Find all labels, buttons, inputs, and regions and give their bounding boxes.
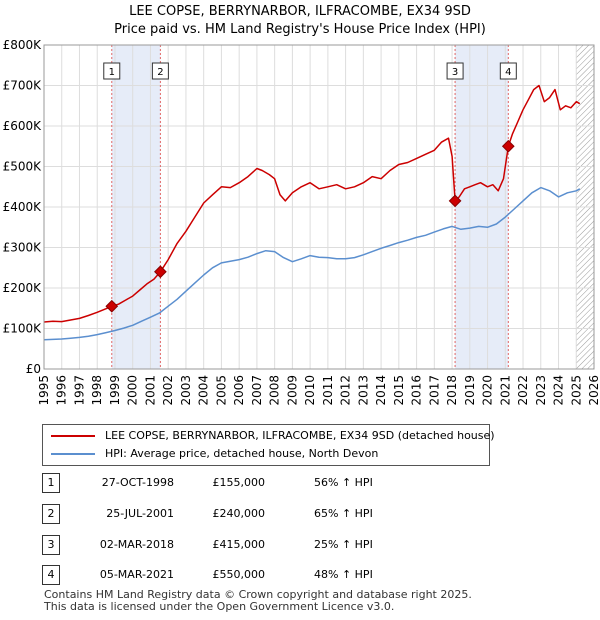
x-tick-label: 2007	[250, 375, 264, 406]
sale-number-box	[446, 62, 464, 80]
transaction-price: £415,000	[212, 538, 266, 551]
transaction-price: £550,000	[212, 568, 266, 581]
sale-point	[105, 299, 119, 313]
x-tick-label: 1997	[72, 375, 86, 406]
sale-point	[154, 265, 167, 279]
x-tick-label: 1998	[90, 375, 104, 406]
series-line-hpi	[43, 186, 581, 341]
transaction-row: 1 27-OCT-1998 £155,000 56% ↑ HPI	[42, 473, 562, 493]
x-tick-label: 2006	[232, 375, 246, 406]
x-tick-label: 2024	[552, 375, 566, 406]
transaction-badge: 4	[42, 565, 60, 585]
attribution-line2: This data is licensed under the Open Gov…	[44, 600, 395, 613]
x-tick-label: 2008	[268, 375, 282, 406]
y-tick-label: £100K	[3, 322, 43, 336]
series-line-property	[43, 84, 581, 323]
x-tick-label: 2020	[481, 375, 495, 406]
x-tick-label: 2018	[445, 375, 459, 406]
y-tick-label: £700K	[3, 79, 43, 93]
sale-number-label: 1	[109, 67, 115, 78]
x-tick-label: 1996	[55, 375, 69, 406]
legend-label-hpi: HPI: Average price, detached house, Nort…	[105, 447, 379, 460]
transaction-hpi: 65% ↑ HPI	[314, 507, 373, 520]
sale-number-box	[103, 62, 121, 80]
plot-border	[43, 44, 595, 370]
attribution: Contains HM Land Registry data © Crown c…	[44, 589, 472, 613]
transaction-hpi: 25% ↑ HPI	[314, 538, 373, 551]
x-tick-label: 2010	[303, 375, 317, 406]
chart-title-line2: Price paid vs. HM Land Registry's House …	[114, 22, 486, 37]
x-tick-label: 1999	[108, 375, 122, 406]
transaction-badge: 2	[42, 504, 60, 524]
x-tick-label: 2004	[197, 375, 211, 406]
x-tick-label: 2012	[339, 375, 353, 406]
x-tick-label: 2023	[534, 375, 548, 406]
y-tick-label: £500K	[3, 160, 43, 174]
x-tick-label: 2003	[179, 375, 193, 406]
transaction-hpi: 56% ↑ HPI	[314, 476, 373, 489]
chart-legend: LEE COPSE, BERRYNARBOR, ILFRACOMBE, EX34…	[42, 424, 495, 466]
x-tick-label: 2001	[143, 375, 157, 406]
y-tick-label: £400K	[3, 200, 43, 214]
transaction-price: £240,000	[212, 507, 266, 520]
transaction-row: 3 02-MAR-2018 £415,000 25% ↑ HPI	[42, 535, 562, 555]
y-tick-label: £200K	[3, 281, 43, 295]
sale-number-box	[499, 62, 517, 80]
transaction-price: £155,000	[212, 476, 266, 489]
price-chart: £0 £100K £200K £300K £400K £500K £600K £700K £80…	[3, 38, 600, 406]
x-tick-label: 2002	[161, 375, 175, 406]
sale-number-label: 3	[452, 67, 458, 78]
legend-label-property: LEE COPSE, BERRYNARBOR, ILFRACOMBE, EX34…	[105, 429, 495, 442]
x-tick-label: 2021	[498, 375, 512, 406]
transaction-date: 25-JUL-2001	[106, 507, 174, 520]
attribution-line1: Contains HM Land Registry data © Crown c…	[44, 588, 472, 601]
transaction-row: 2 25-JUL-2001 £240,000 65% ↑ HPI	[42, 504, 562, 524]
chart-title-line1: LEE COPSE, BERRYNARBOR, ILFRACOMBE, EX34…	[129, 4, 471, 19]
x-tick-label: 2005	[214, 375, 228, 406]
x-tick-label: 2025	[569, 375, 583, 406]
transaction-date: 02-MAR-2018	[99, 538, 174, 551]
x-tick-label: 2014	[374, 375, 388, 406]
sale-number-label: 2	[157, 67, 163, 78]
x-tick-label: 2022	[516, 375, 530, 406]
sale-number-box	[151, 62, 169, 80]
transaction-date: 05-MAR-2021	[99, 568, 174, 581]
sale-point	[448, 194, 462, 208]
x-tick-label: 2013	[356, 375, 370, 406]
legend-swatch-hpi	[51, 453, 95, 455]
x-tick-label: 2019	[463, 375, 477, 406]
x-tick-label: 2016	[410, 375, 424, 406]
transaction-hpi: 48% ↑ HPI	[314, 568, 373, 581]
sale-number-label: 4	[505, 67, 511, 78]
transaction-badge: 3	[42, 535, 60, 555]
legend-swatch-property	[51, 435, 95, 437]
x-tick-label: 2017	[427, 375, 441, 406]
x-tick-label: 2011	[321, 375, 335, 406]
y-tick-label: £600K	[3, 119, 43, 133]
transaction-badge: 1	[42, 473, 60, 493]
x-tick-label: 2000	[126, 375, 140, 406]
y-tick-label: £300K	[3, 241, 43, 255]
x-tick-label: 1995	[37, 375, 51, 406]
x-tick-label: 2015	[392, 375, 406, 406]
transaction-row: 4 05-MAR-2021 £550,000 48% ↑ HPI	[42, 565, 562, 585]
transaction-date: 27-OCT-1998	[101, 476, 174, 489]
x-tick-label: 2026	[587, 375, 600, 406]
y-tick-label: £800K	[3, 38, 43, 52]
y-tick-label: £0	[26, 362, 41, 376]
sale-point	[501, 139, 515, 153]
x-tick-label: 2009	[285, 375, 299, 406]
